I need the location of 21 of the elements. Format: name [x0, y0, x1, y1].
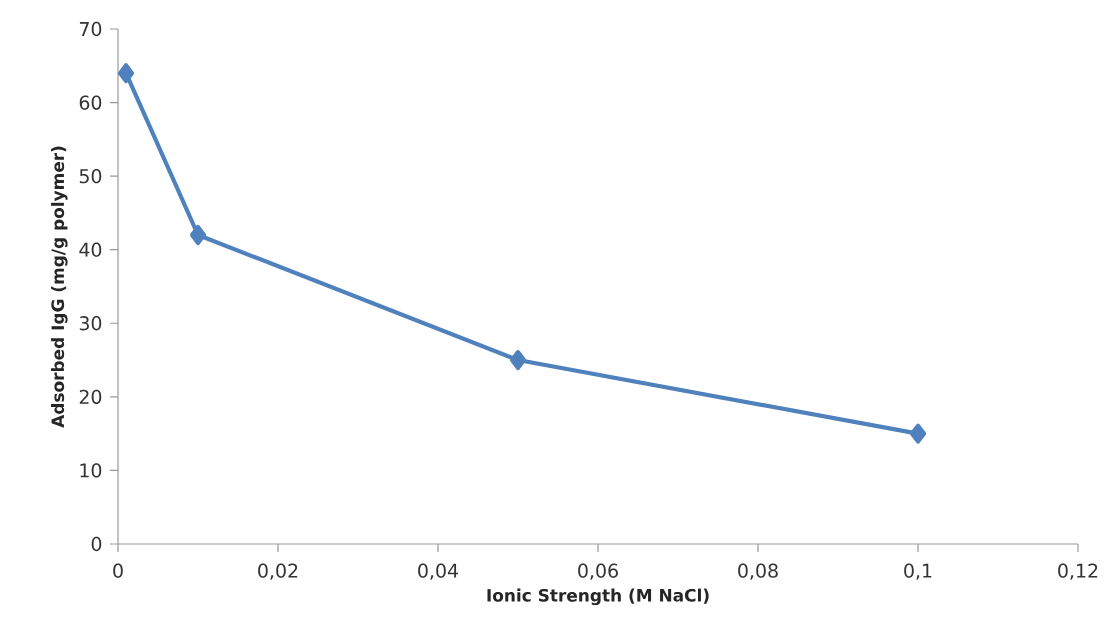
x-tick-label: 0	[113, 563, 123, 578]
point	[117, 63, 135, 84]
y-tick-label: 0	[91, 536, 102, 552]
x-tick-label: 0,12	[1058, 563, 1098, 580]
point	[509, 350, 527, 371]
x-tick-label: 0,02	[258, 563, 298, 580]
point	[189, 224, 207, 246]
y-tick-label: 50	[79, 168, 102, 184]
x-tick-label: 0,04	[418, 563, 458, 580]
y-tick-label: 70	[79, 21, 102, 37]
y-tick-label: 40	[79, 242, 102, 257]
y-tick-label: 30	[79, 316, 102, 331]
x-tick-label: 0,06	[578, 563, 618, 580]
x-tick-label: 0,08	[738, 563, 778, 580]
x-tick-label: 0,1	[904, 563, 932, 580]
y-tick-label: 20	[79, 389, 102, 404]
point	[909, 423, 927, 444]
y-tick-label: 60	[79, 95, 102, 110]
x-axis-title: Ionic Strength (M NaCl)	[487, 588, 709, 606]
y-tick-label: 10	[80, 463, 102, 478]
y-axis-title: Adsorbed IgG (mg/g polymer)	[51, 146, 68, 428]
